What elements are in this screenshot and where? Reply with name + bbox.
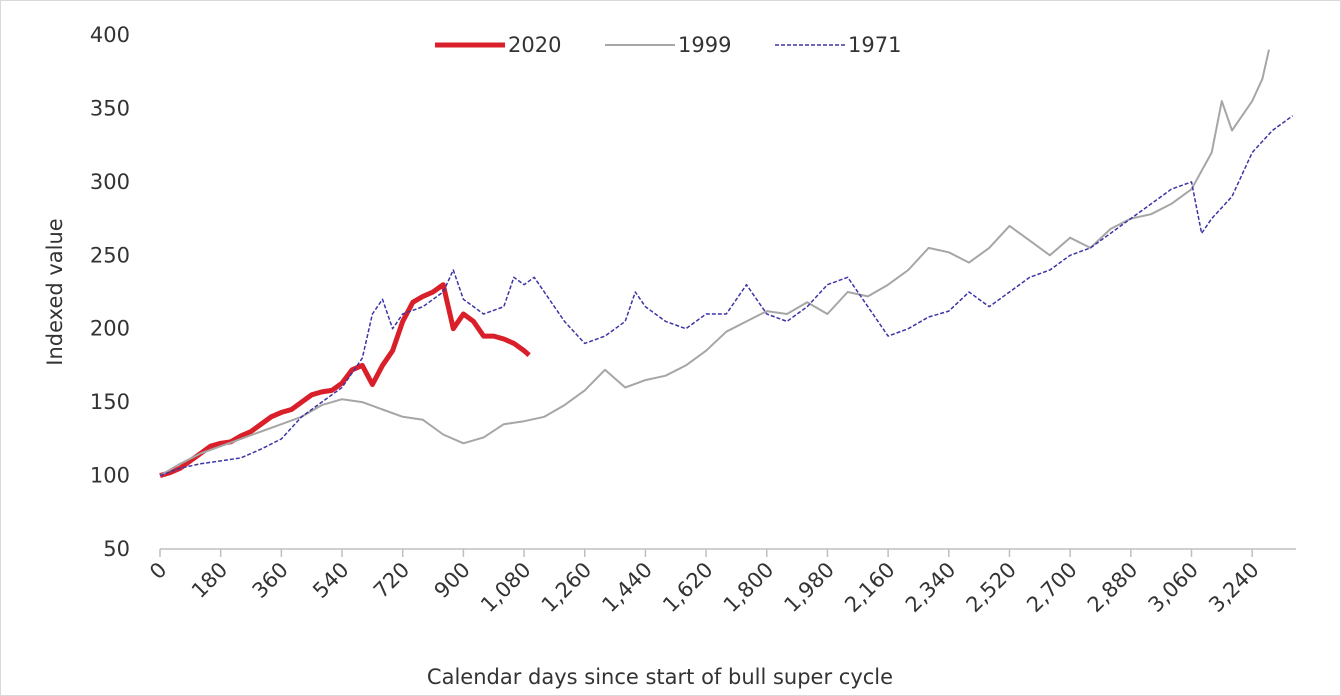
y-tick-label: 150 — [90, 390, 130, 414]
series-line — [159, 115, 1294, 477]
legend-label: 1999 — [678, 33, 731, 57]
y-tick-label: 100 — [90, 464, 130, 488]
y-tick-label: 300 — [90, 170, 130, 194]
y-tick-label: 250 — [90, 243, 130, 267]
series-line — [159, 49, 1270, 477]
y-axis-label: Indexed value — [43, 218, 67, 365]
legend-label: 1971 — [848, 33, 901, 57]
y-tick-label: 200 — [90, 317, 130, 341]
y-tick-label: 50 — [103, 537, 130, 561]
y-tick-label: 350 — [90, 96, 130, 120]
x-axis-label: Calendar days since start of bull super … — [427, 665, 893, 689]
y-tick-label: 400 — [90, 23, 130, 47]
series-line — [159, 282, 531, 478]
legend: 2020 1999 1971 — [435, 33, 901, 57]
legend-label: 2020 — [508, 33, 561, 57]
